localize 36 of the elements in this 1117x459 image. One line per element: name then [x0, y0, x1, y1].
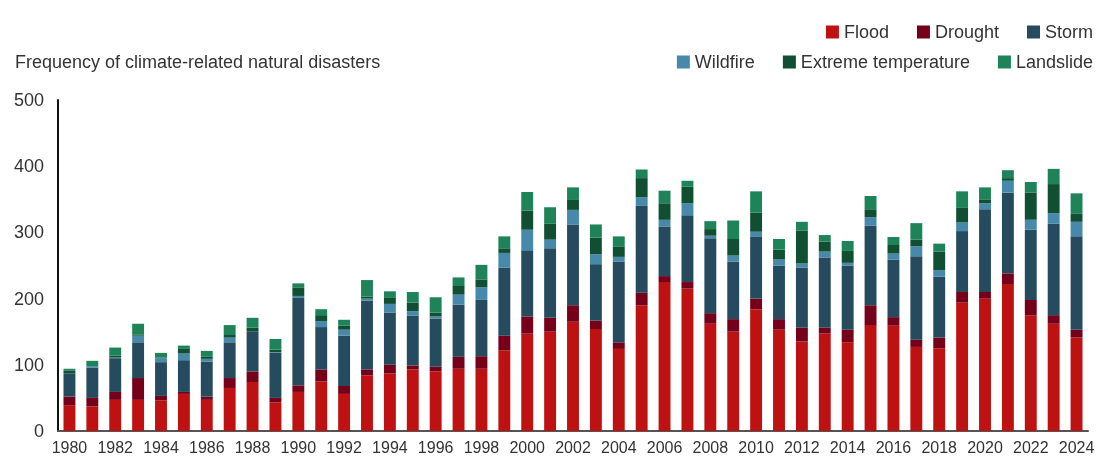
- x-tick-label: 1996: [417, 438, 454, 456]
- legend-label: Drought: [934, 22, 999, 42]
- x-tick-label: 1992: [326, 438, 363, 456]
- x-tick-label: 2018: [921, 438, 958, 456]
- x-tick-label: 2002: [555, 438, 591, 456]
- x-tick-label: 2014: [829, 438, 866, 456]
- legend-label: Extreme temperature: [800, 52, 970, 72]
- x-tick-label: 2010: [738, 438, 775, 456]
- y-tick-label: 400: [13, 156, 44, 177]
- x-tick-label: 1988: [234, 438, 271, 456]
- x-tick-label: 1980: [51, 438, 88, 456]
- y-tick-label: 100: [13, 354, 44, 375]
- x-tick-label: 1982: [97, 438, 134, 456]
- legend-label: Flood: [843, 22, 889, 42]
- x-tick-label: 2000: [509, 438, 546, 456]
- x-tick-label: 2006: [646, 438, 683, 456]
- x-tick-label: 2020: [967, 438, 1003, 456]
- x-tick-label: 2012: [784, 438, 820, 456]
- legend-label: Landslide: [1015, 52, 1093, 72]
- x-tick-label: 1984: [143, 438, 179, 456]
- chart-title: Frequency of climate-related natural disasters: [15, 52, 381, 72]
- x-tick-label: 1994: [372, 438, 408, 456]
- x-tick-label: 2016: [875, 438, 912, 456]
- y-tick-label: 200: [13, 288, 44, 309]
- legend-label: Wildfire: [694, 52, 755, 72]
- y-tick-label: 0: [33, 421, 44, 441]
- x-tick-label: 2004: [600, 438, 637, 456]
- x-tick-label: 1998: [463, 438, 500, 456]
- x-tick-label: 1986: [188, 438, 225, 456]
- x-tick-label: 1990: [280, 438, 317, 456]
- y-tick-label: 300: [13, 222, 44, 243]
- legend-label: Storm: [1044, 22, 1094, 42]
- x-tick-label: 2024: [1058, 438, 1095, 456]
- x-tick-label: 2022: [1012, 438, 1049, 456]
- y-tick-label: 500: [13, 90, 44, 110]
- x-tick-label: 2008: [692, 438, 729, 456]
